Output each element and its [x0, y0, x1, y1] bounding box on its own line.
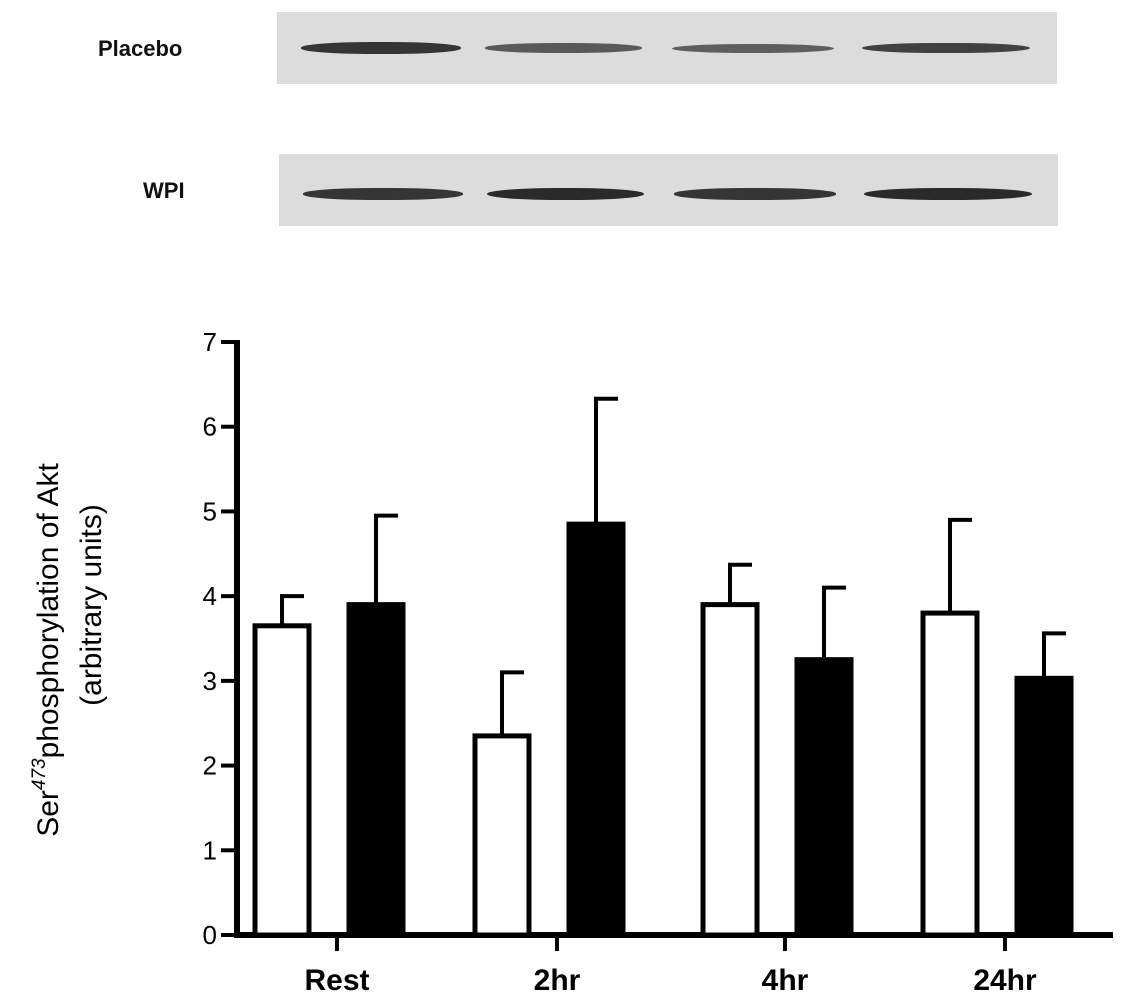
bars	[252, 396, 1074, 938]
blot-band	[672, 43, 834, 53]
y-tick-label: 3	[203, 666, 217, 696]
blot-band	[485, 43, 642, 53]
x-category-label: 4hr	[762, 964, 809, 997]
blot-label-placebo: Placebo	[98, 36, 183, 61]
bar	[920, 610, 980, 938]
bar	[346, 602, 406, 938]
blot-band	[674, 188, 836, 200]
blot-label-wpi: WPI	[143, 178, 185, 203]
blot-strip-placebo	[277, 12, 1057, 84]
y-axis-title-line2: (arbitrary units)	[75, 504, 108, 706]
bar	[700, 602, 760, 938]
blot-band	[487, 188, 644, 200]
blot-band	[862, 42, 1030, 54]
blot-band	[301, 42, 461, 54]
y-tick-label: 4	[203, 581, 217, 611]
bar	[794, 657, 854, 938]
y-axis-title: Ser473phosphorylation of Akt	[29, 463, 65, 837]
y-tick-label: 0	[203, 920, 217, 950]
blot-strip-wpi	[279, 154, 1058, 226]
bar	[566, 521, 626, 938]
x-category-label: 2hr	[534, 964, 581, 997]
bar	[472, 733, 532, 938]
y-tick-label: 1	[203, 835, 217, 865]
bar	[1014, 675, 1074, 938]
y-axis-title-prefix: Ser	[32, 790, 65, 837]
x-categories: Rest 2hr 4hr 24hr	[304, 935, 1037, 997]
y-axis-title-main: phosphorylation of Akt	[32, 463, 65, 759]
y-tick-label: 2	[203, 751, 217, 781]
y-axis-title-superscript: 473	[29, 758, 50, 790]
x-category-label: 24hr	[973, 964, 1037, 997]
y-tick-label: 7	[203, 327, 217, 357]
y-tick-label: 5	[203, 496, 217, 526]
blot-band	[864, 188, 1032, 200]
y-ticks: 0 1 2 3 4 5 6 7	[203, 327, 237, 950]
bar	[252, 623, 312, 938]
blot-band	[303, 188, 463, 200]
y-tick-label: 6	[203, 412, 217, 442]
x-category-label: Rest	[304, 964, 369, 997]
